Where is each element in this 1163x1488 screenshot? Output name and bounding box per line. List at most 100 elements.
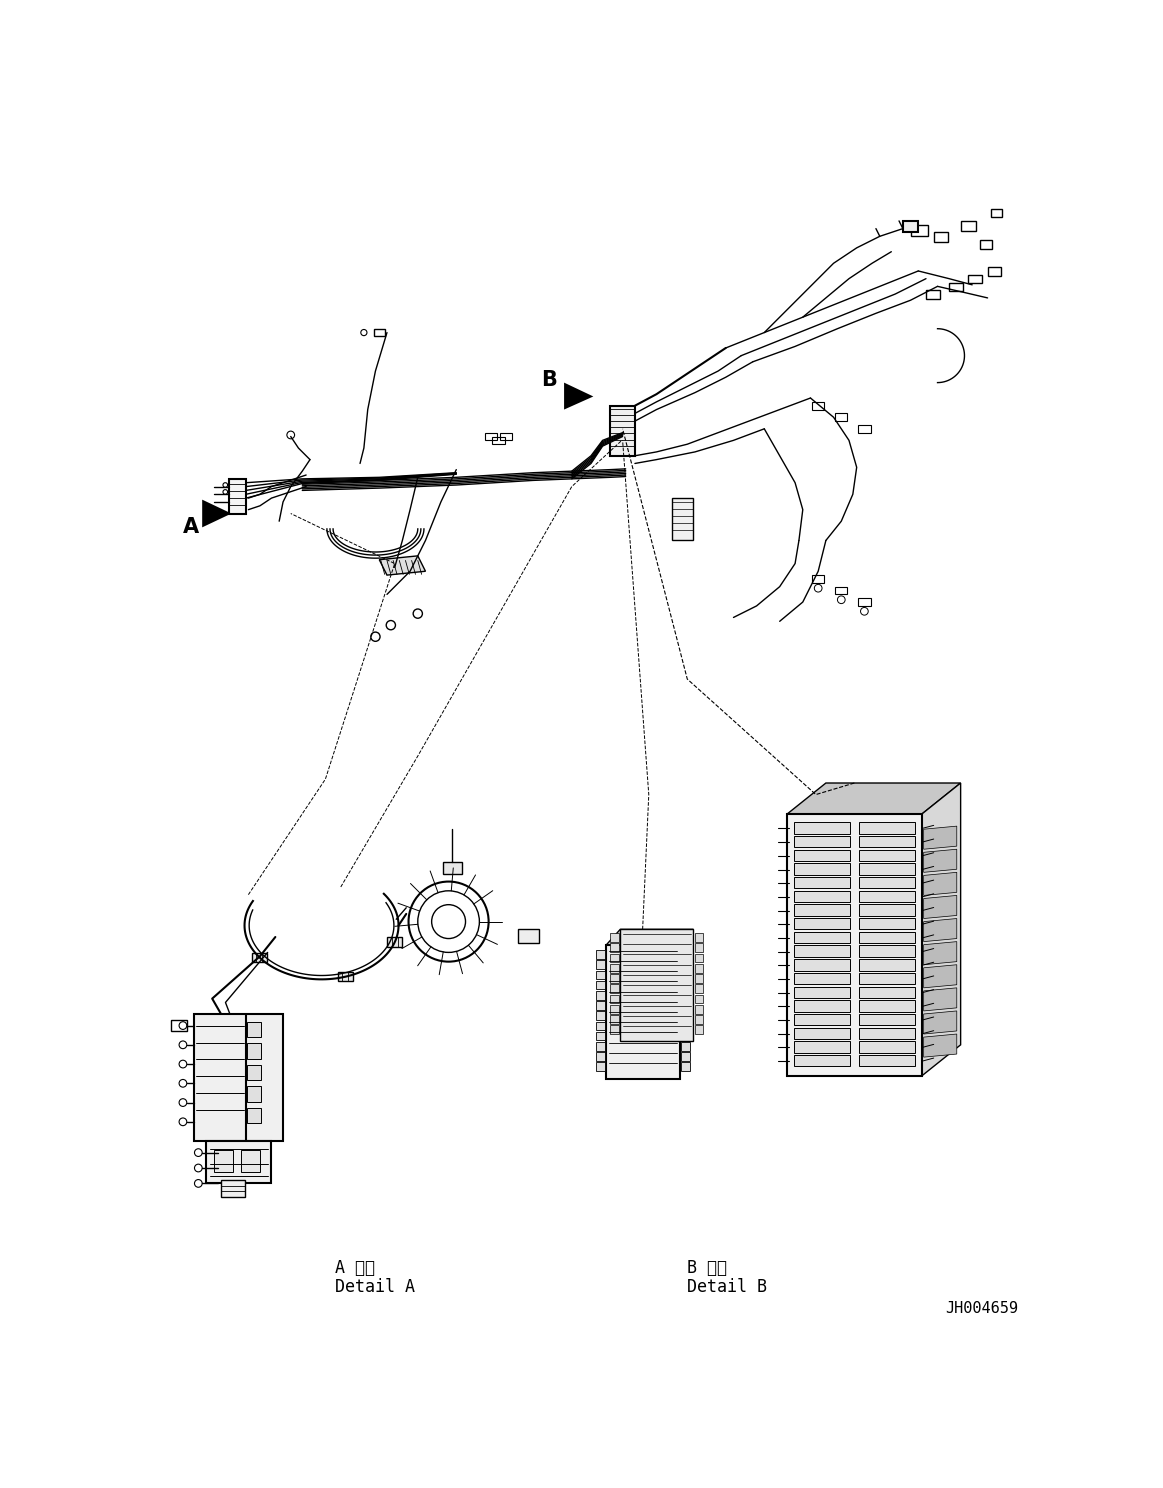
Bar — [695, 933, 704, 942]
Bar — [595, 970, 605, 979]
Bar — [934, 232, 948, 241]
Bar — [387, 937, 402, 946]
Bar — [251, 952, 267, 961]
Polygon shape — [564, 382, 593, 409]
Bar — [611, 975, 619, 984]
Text: Detail B: Detail B — [687, 1278, 768, 1296]
Polygon shape — [606, 930, 693, 945]
Bar — [682, 1062, 691, 1071]
Bar — [595, 951, 605, 958]
Bar — [171, 1021, 187, 1031]
Bar — [980, 240, 992, 248]
Bar — [987, 268, 1001, 275]
Bar — [793, 1013, 850, 1025]
Bar — [206, 1141, 271, 1183]
Bar — [859, 1028, 915, 1039]
Text: A: A — [183, 518, 199, 537]
Polygon shape — [787, 783, 961, 814]
Bar — [902, 220, 919, 232]
Bar — [595, 1012, 605, 1019]
Polygon shape — [923, 964, 957, 988]
Bar — [793, 1042, 850, 1052]
Bar — [492, 436, 505, 445]
Bar — [695, 975, 704, 984]
Bar — [611, 994, 619, 1003]
Bar — [214, 1150, 233, 1173]
Bar — [859, 850, 915, 862]
Bar — [695, 1015, 704, 1024]
Bar — [793, 973, 850, 984]
Bar — [835, 586, 848, 594]
Polygon shape — [923, 826, 957, 850]
Bar — [859, 905, 915, 915]
Bar — [961, 220, 976, 231]
Bar — [337, 972, 354, 982]
Bar — [611, 943, 619, 952]
Bar — [911, 225, 928, 235]
Bar — [221, 1180, 244, 1196]
Polygon shape — [923, 1010, 957, 1034]
Bar — [926, 290, 940, 299]
Bar — [248, 1043, 262, 1058]
Bar — [595, 1062, 605, 1071]
Bar — [858, 598, 871, 606]
Bar — [793, 863, 850, 875]
Bar — [611, 985, 619, 992]
Polygon shape — [923, 942, 957, 964]
Text: Detail A: Detail A — [335, 1278, 415, 1296]
Bar — [595, 1052, 605, 1061]
Bar — [793, 891, 850, 902]
Bar — [859, 973, 915, 984]
Text: B 詳細: B 詳細 — [687, 1259, 727, 1277]
Bar — [859, 945, 915, 957]
Polygon shape — [922, 783, 961, 1076]
Bar — [859, 987, 915, 998]
Bar — [793, 987, 850, 998]
Bar — [859, 1013, 915, 1025]
Bar — [793, 1000, 850, 1012]
Bar — [620, 930, 693, 1042]
Bar — [695, 994, 704, 1003]
Bar — [595, 960, 605, 969]
Bar — [248, 1086, 262, 1101]
Bar — [695, 1004, 704, 1013]
Bar — [793, 918, 850, 930]
Bar — [682, 1012, 691, 1019]
Bar — [500, 433, 513, 440]
Bar — [859, 876, 915, 888]
Bar — [695, 985, 704, 992]
Bar — [859, 1042, 915, 1052]
Polygon shape — [923, 896, 957, 918]
Text: B: B — [541, 371, 557, 390]
Bar — [611, 964, 619, 973]
Bar — [695, 954, 704, 963]
Bar — [595, 1022, 605, 1030]
Bar — [859, 823, 915, 833]
Bar — [793, 945, 850, 957]
Text: A 詳細: A 詳細 — [335, 1259, 374, 1277]
Polygon shape — [923, 918, 957, 942]
Bar — [248, 1022, 262, 1037]
Bar — [611, 1004, 619, 1013]
Bar — [606, 945, 679, 1079]
Bar — [859, 1000, 915, 1012]
Bar — [373, 329, 385, 336]
Bar — [611, 954, 619, 963]
Bar — [695, 1025, 704, 1034]
Bar — [682, 1031, 691, 1040]
Bar — [443, 862, 462, 873]
Bar — [595, 1031, 605, 1040]
Bar — [241, 1150, 261, 1173]
Polygon shape — [923, 850, 957, 872]
Bar — [611, 1025, 619, 1034]
Bar — [812, 574, 825, 583]
Bar — [518, 930, 540, 943]
Bar — [793, 960, 850, 970]
Bar — [611, 1015, 619, 1024]
Bar — [859, 960, 915, 970]
Bar — [793, 850, 850, 862]
Bar — [859, 918, 915, 930]
Bar — [991, 210, 1003, 217]
Bar — [682, 970, 691, 979]
Bar — [787, 814, 922, 1076]
